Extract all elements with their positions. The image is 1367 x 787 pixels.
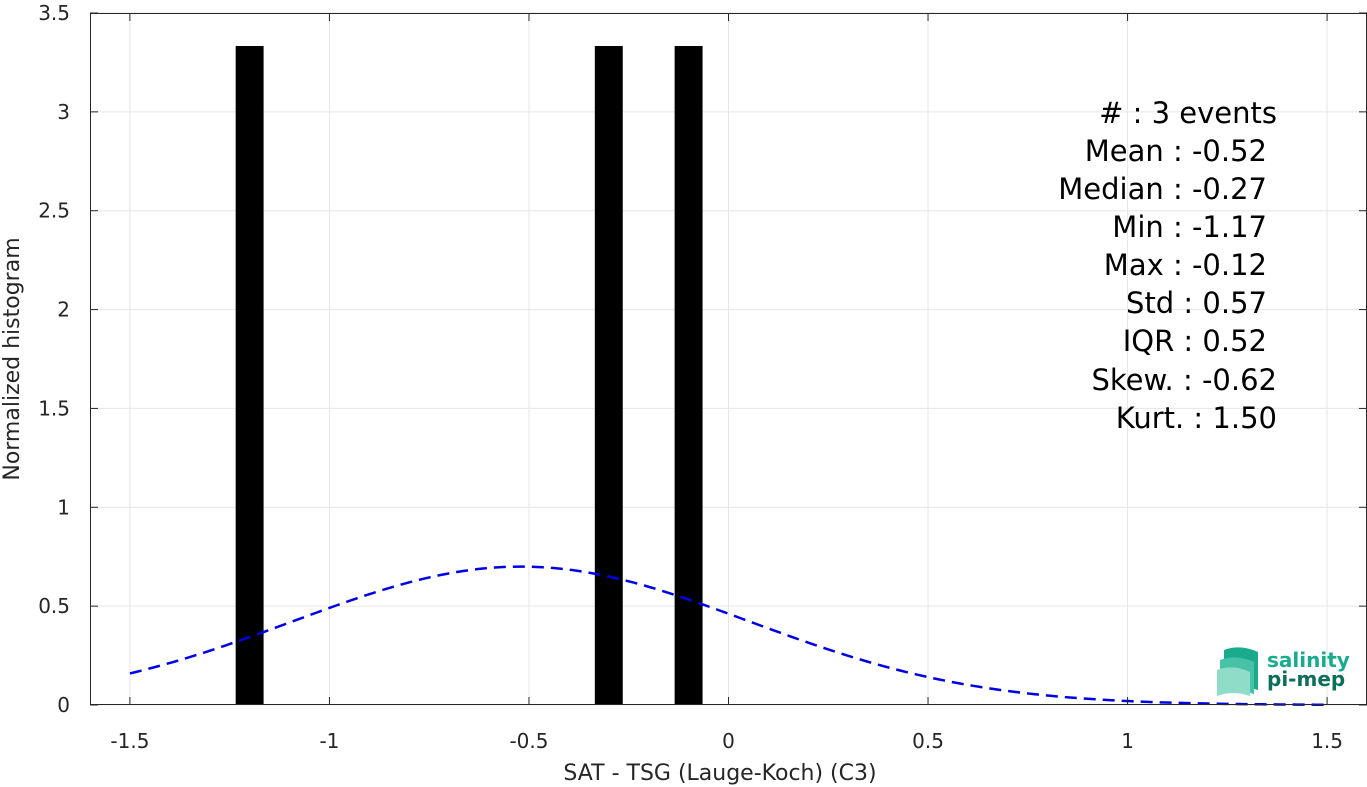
y-tick-label: 1.5	[38, 396, 70, 420]
x-tick-label: 1.5	[1311, 729, 1343, 753]
y-tick-label: 0	[57, 693, 70, 717]
salinity-pi-mep-logo: salinity pi-mep	[1217, 647, 1350, 696]
stat-mean: Mean : -0.52	[1085, 134, 1267, 168]
y-tick-label: 3.5	[38, 1, 70, 25]
stat-max: Max : -0.12	[1104, 248, 1267, 282]
logo-waves-icon	[1217, 647, 1258, 696]
histogram-bars	[235, 46, 703, 705]
x-tick-label: 1	[1121, 729, 1134, 753]
stat-min: Min : -1.17	[1112, 210, 1267, 244]
x-axis-label: SAT - TSG (Lauge-Koch) (C3)	[563, 761, 876, 786]
stat-median: Median : -0.27	[1058, 172, 1267, 206]
histogram-bar	[594, 46, 623, 705]
statistics-box: # : 3 events Mean : -0.52 Median : -0.27…	[1058, 96, 1277, 435]
x-tick-label: 0.5	[912, 729, 944, 753]
x-tick-label: 0	[722, 729, 735, 753]
stat-skewness: Skew. : -0.62	[1091, 363, 1277, 397]
stat-events: # : 3 events	[1099, 96, 1277, 130]
stat-iqr: IQR : 0.52	[1123, 324, 1267, 358]
y-tick-label: 2	[57, 298, 70, 322]
y-tick-label: 3	[57, 100, 70, 124]
logo-text-pimep: pi-mep	[1267, 667, 1345, 691]
y-tick-label: 0.5	[38, 594, 70, 618]
stat-kurtosis: Kurt. : 1.50	[1116, 401, 1277, 435]
x-tick-label: -0.5	[509, 729, 548, 753]
axis-ticks	[90, 12, 1367, 706]
logo-text-salinity: salinity	[1267, 648, 1350, 672]
x-tick-labels: -1.5 -1 -0.5 0 0.5 1 1.5	[110, 729, 1343, 753]
y-axis-label: Normalized histogram	[0, 237, 25, 480]
x-tick-label: -1	[319, 729, 339, 753]
y-tick-labels: 0 0.5 1 1.5 2 2.5 3 3.5	[38, 1, 70, 717]
y-tick-label: 1	[57, 495, 70, 519]
histogram-bar	[674, 46, 703, 705]
histogram-bar	[235, 46, 264, 705]
x-tick-label: -1.5	[110, 729, 149, 753]
y-tick-label: 2.5	[38, 199, 70, 223]
stat-std: Std : 0.57	[1126, 286, 1267, 320]
grid	[90, 12, 1367, 706]
